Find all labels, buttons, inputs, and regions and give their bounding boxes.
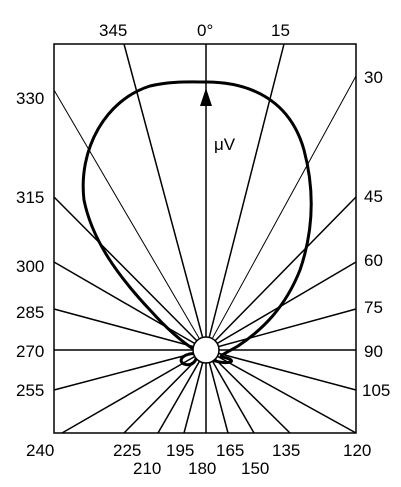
label-0: 0° xyxy=(197,21,213,40)
radial-line-195 xyxy=(183,349,207,434)
label-240: 240 xyxy=(26,441,54,460)
label-180: 180 xyxy=(188,459,216,478)
label-150: 150 xyxy=(241,459,269,478)
label-135: 135 xyxy=(272,441,300,460)
label-90: 90 xyxy=(364,342,383,361)
radial-line-315 xyxy=(53,196,207,351)
label-270: 270 xyxy=(16,342,44,361)
radial-line-105 xyxy=(205,349,357,391)
label-30: 30 xyxy=(364,68,383,87)
label-75: 75 xyxy=(364,298,383,317)
radial-line-330 xyxy=(53,89,207,351)
response-curve xyxy=(81,80,313,367)
frame-box xyxy=(53,43,357,434)
label-120: 120 xyxy=(343,441,371,460)
radial-line-120 xyxy=(205,349,357,434)
radial-line-210 xyxy=(157,349,207,434)
unit-label: μV xyxy=(214,135,236,154)
radial-line-165 xyxy=(205,349,229,434)
radial-line-45 xyxy=(205,196,357,351)
label-195: 195 xyxy=(166,441,194,460)
radial-line-240 xyxy=(61,349,207,434)
label-345: 345 xyxy=(99,21,127,40)
label-255: 255 xyxy=(16,381,44,400)
label-45: 45 xyxy=(364,187,383,206)
label-105: 105 xyxy=(362,381,390,400)
label-60: 60 xyxy=(364,251,383,270)
label-300: 300 xyxy=(16,257,44,276)
radial-line-150 xyxy=(205,349,255,434)
radial-line-135 xyxy=(205,349,291,434)
label-210: 210 xyxy=(133,459,161,478)
radial-line-300 xyxy=(53,261,207,351)
label-165: 165 xyxy=(216,441,244,460)
arrow-icon xyxy=(200,88,212,106)
label-285: 285 xyxy=(16,303,44,322)
radial-line-285 xyxy=(53,308,207,351)
radial-line-255 xyxy=(53,349,207,391)
radial-line-30 xyxy=(205,75,357,351)
label-15: 15 xyxy=(271,21,290,40)
label-315: 315 xyxy=(16,188,44,207)
label-225: 225 xyxy=(113,441,141,460)
label-330: 330 xyxy=(16,89,44,108)
radial-line-75 xyxy=(205,308,357,351)
radial-line-15 xyxy=(205,43,285,351)
center-circle xyxy=(192,336,220,364)
radial-line-345 xyxy=(123,43,207,351)
